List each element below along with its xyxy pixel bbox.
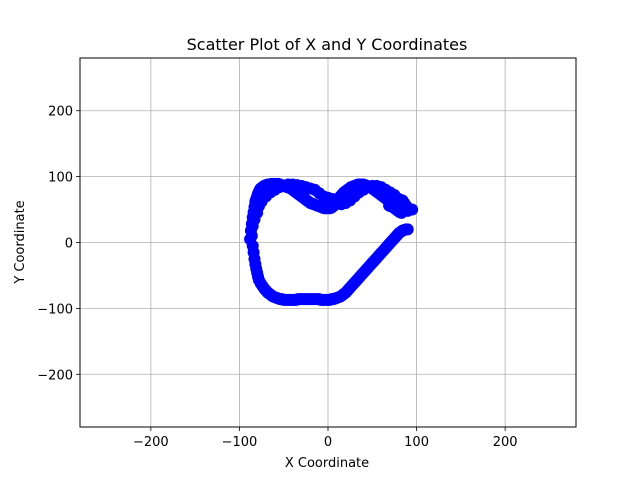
y-axis-title: Y Coordinate (13, 200, 28, 284)
x-tick-label: 200 (493, 435, 518, 450)
x-tick-label: 0 (324, 435, 332, 450)
data-point (245, 229, 258, 242)
grid-layer (80, 58, 576, 427)
ticks-layer: −200 −100 0 100 200 −200 −100 0 100 200 (37, 105, 517, 450)
y-tick-label: −200 (37, 368, 73, 383)
points-layer (244, 177, 419, 306)
data-point (383, 199, 396, 212)
chart-title: Scatter Plot of X and Y Coordinates (187, 35, 468, 54)
x-tick-label: −200 (133, 435, 169, 450)
x-tick-label: −100 (222, 435, 258, 450)
y-tick-label: −100 (37, 302, 73, 317)
y-tick-label: 0 (65, 237, 73, 252)
y-tick-label: 200 (48, 105, 73, 120)
data-point (401, 223, 414, 236)
x-tick-label: 100 (404, 435, 429, 450)
y-tick-label: 100 (48, 171, 73, 186)
x-axis-title: X Coordinate (285, 456, 369, 471)
